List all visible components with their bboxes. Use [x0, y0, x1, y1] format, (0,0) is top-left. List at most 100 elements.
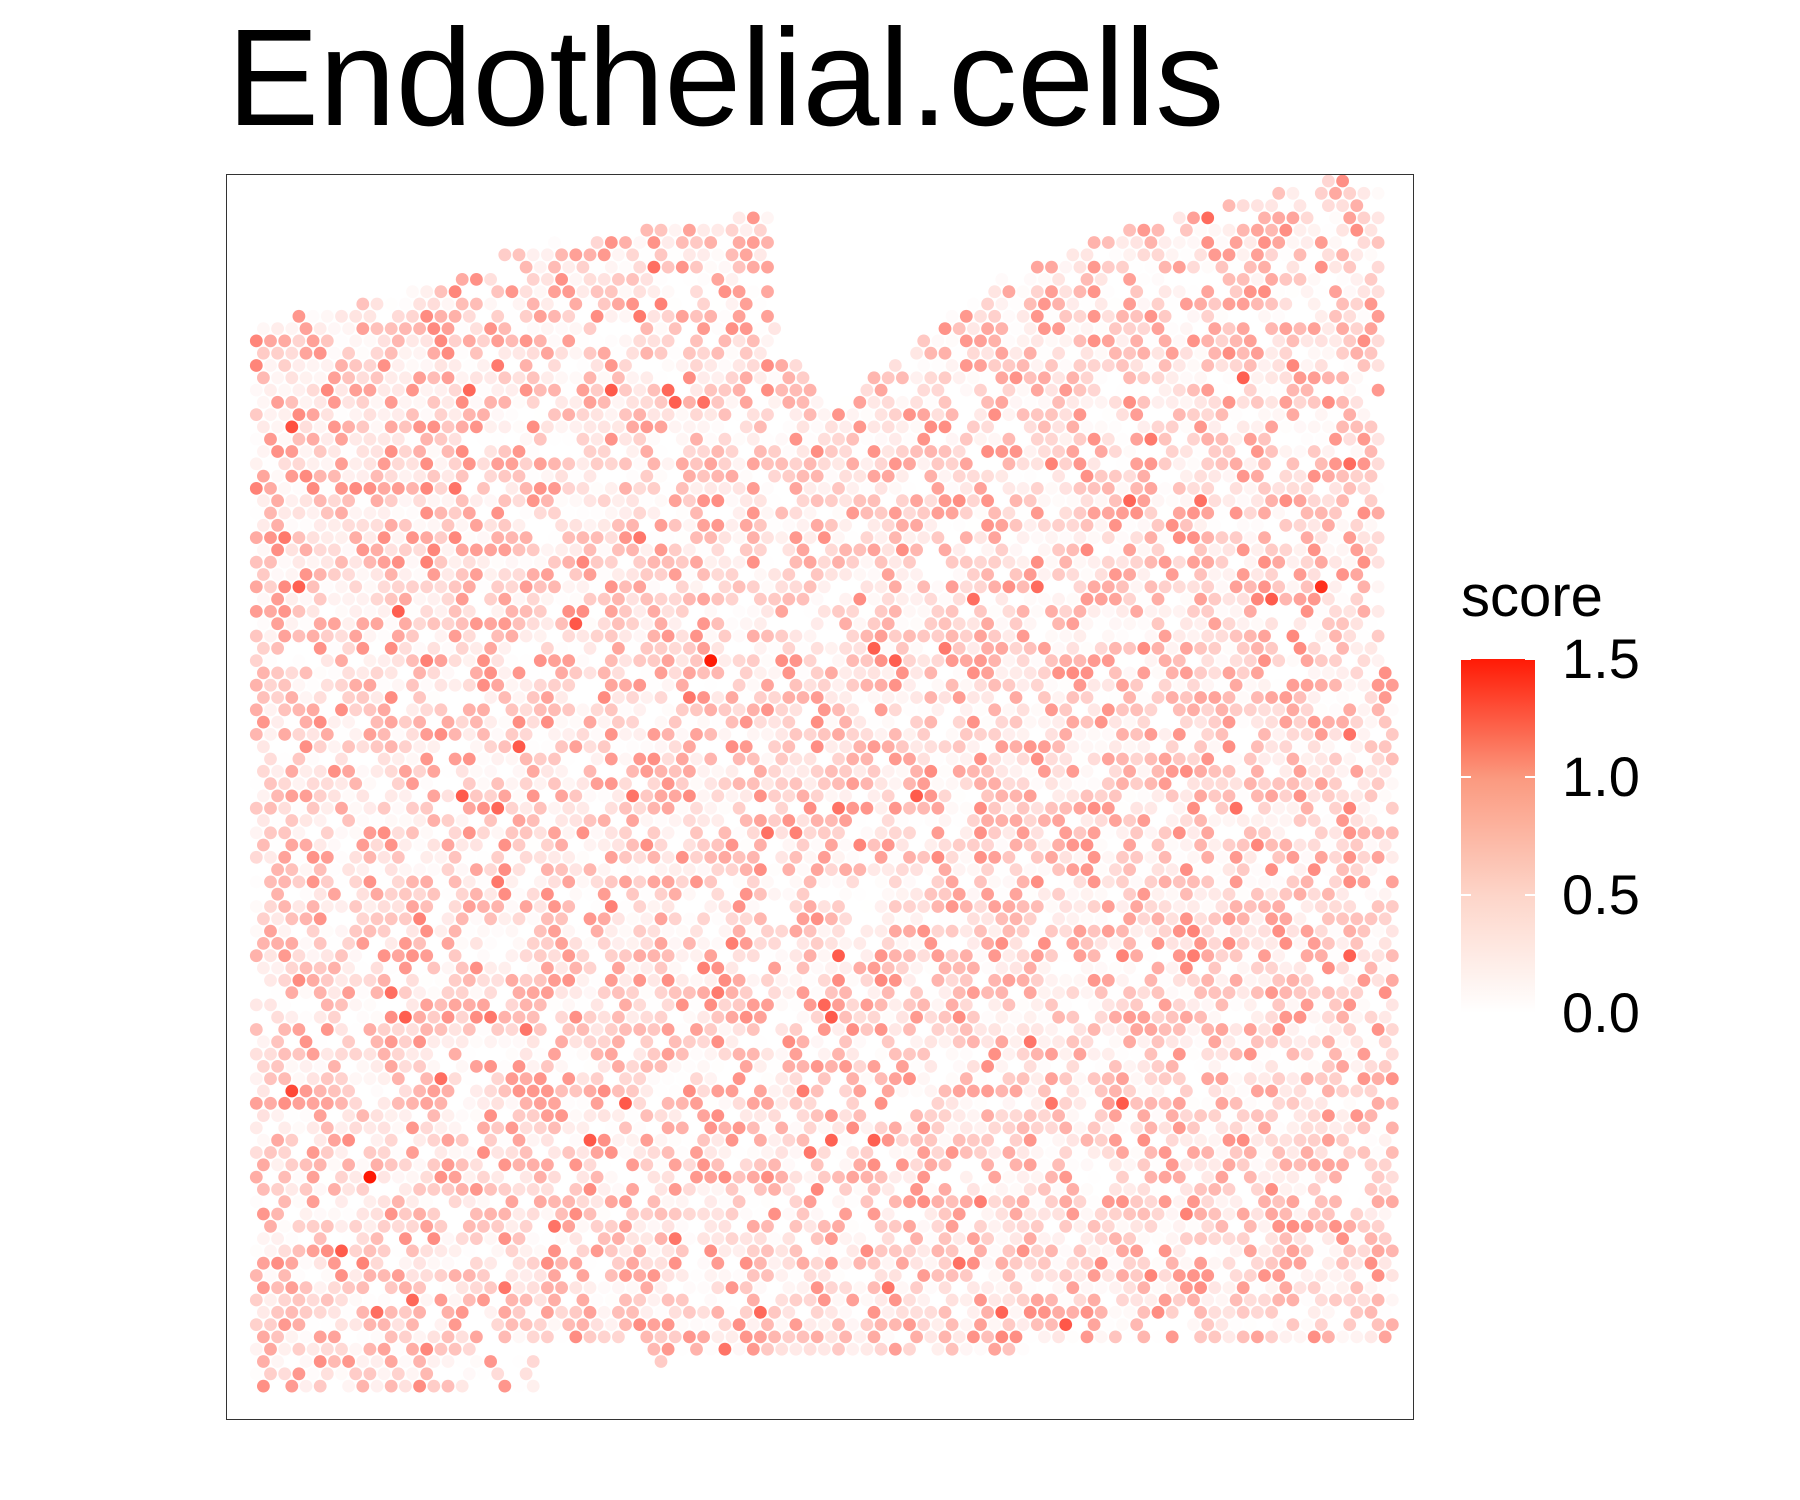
data-point	[384, 592, 398, 606]
data-point	[1009, 518, 1023, 532]
data-point	[803, 506, 817, 520]
data-point	[654, 863, 668, 876]
data-point	[817, 998, 831, 1012]
data-point	[1251, 445, 1264, 458]
data-point	[285, 494, 299, 508]
data-point	[533, 309, 547, 323]
data-point	[1194, 494, 1207, 508]
data-point	[910, 789, 923, 803]
data-point	[1208, 248, 1222, 262]
data-point	[860, 752, 874, 766]
data-point	[825, 469, 838, 483]
data-point	[1272, 900, 1286, 913]
data-point	[1087, 580, 1101, 594]
data-point	[1151, 838, 1165, 852]
data-point	[725, 887, 739, 901]
data-point	[548, 924, 561, 938]
data-point	[1251, 863, 1264, 876]
data-point	[754, 297, 767, 311]
data-point	[1357, 580, 1371, 594]
data-point	[612, 494, 625, 508]
data-point	[498, 494, 512, 508]
data-point	[1052, 1010, 1065, 1024]
data-point	[761, 900, 774, 913]
data-point	[399, 937, 412, 950]
data-point	[846, 801, 860, 815]
data-point	[668, 912, 682, 926]
data-point	[512, 346, 526, 360]
data-point	[590, 408, 604, 421]
data-point	[1279, 961, 1293, 975]
data-point	[668, 469, 682, 483]
data-point	[1350, 961, 1364, 975]
data-point	[903, 728, 916, 741]
data-point	[1073, 285, 1087, 299]
data-point	[761, 703, 774, 717]
data-point	[1293, 838, 1307, 852]
data-point	[959, 359, 973, 372]
data-point	[981, 518, 994, 532]
data-point	[718, 1023, 732, 1036]
data-point	[1364, 715, 1378, 729]
data-point	[640, 666, 654, 680]
data-point	[604, 998, 618, 1012]
data-point	[1258, 801, 1271, 815]
data-point	[945, 605, 959, 618]
data-point	[825, 691, 838, 704]
data-point	[654, 322, 668, 335]
data-point	[370, 863, 384, 876]
data-point	[1286, 285, 1300, 299]
data-point	[420, 949, 434, 963]
data-point	[896, 691, 909, 704]
data-point	[1364, 863, 1378, 876]
data-point	[938, 641, 952, 655]
data-point	[1194, 912, 1207, 926]
data-point	[796, 740, 810, 754]
data-point	[604, 432, 618, 446]
data-point	[1194, 986, 1207, 999]
data-point	[853, 691, 867, 704]
data-point	[888, 605, 902, 618]
data-point	[370, 494, 384, 508]
data-point	[1002, 801, 1016, 815]
data-point	[796, 863, 810, 876]
data-point	[1258, 531, 1271, 544]
data-point	[1236, 912, 1250, 926]
data-point	[370, 961, 384, 975]
data-point	[1187, 457, 1200, 471]
data-point	[1137, 912, 1151, 926]
data-point	[477, 900, 490, 913]
data-point	[1357, 309, 1371, 323]
data-point	[952, 518, 966, 532]
data-point	[1066, 371, 1080, 385]
data-point	[1336, 986, 1349, 999]
data-point	[526, 641, 540, 655]
data-point	[512, 273, 526, 286]
data-point	[768, 961, 781, 975]
data-point	[470, 420, 483, 434]
data-point	[1038, 814, 1051, 827]
data-point	[1343, 555, 1357, 569]
data-point	[633, 482, 647, 495]
data-point	[1329, 850, 1342, 864]
data-point	[1222, 445, 1236, 458]
data-point	[754, 420, 767, 434]
data-point	[1116, 728, 1129, 741]
data-point	[1094, 518, 1108, 532]
data-point	[391, 383, 405, 397]
data-point	[1016, 801, 1030, 815]
data-point	[1364, 248, 1378, 262]
data-point	[1251, 469, 1264, 483]
data-point	[988, 801, 1002, 815]
data-point	[342, 887, 355, 901]
data-point	[462, 728, 476, 741]
data-point	[1066, 691, 1080, 704]
data-point	[746, 359, 760, 372]
data-point	[1343, 309, 1357, 323]
data-point	[1258, 728, 1271, 741]
data-point	[1137, 297, 1151, 311]
data-point	[1187, 236, 1200, 249]
data-point	[1187, 629, 1200, 643]
data-point	[874, 949, 888, 963]
data-point	[1208, 937, 1222, 950]
